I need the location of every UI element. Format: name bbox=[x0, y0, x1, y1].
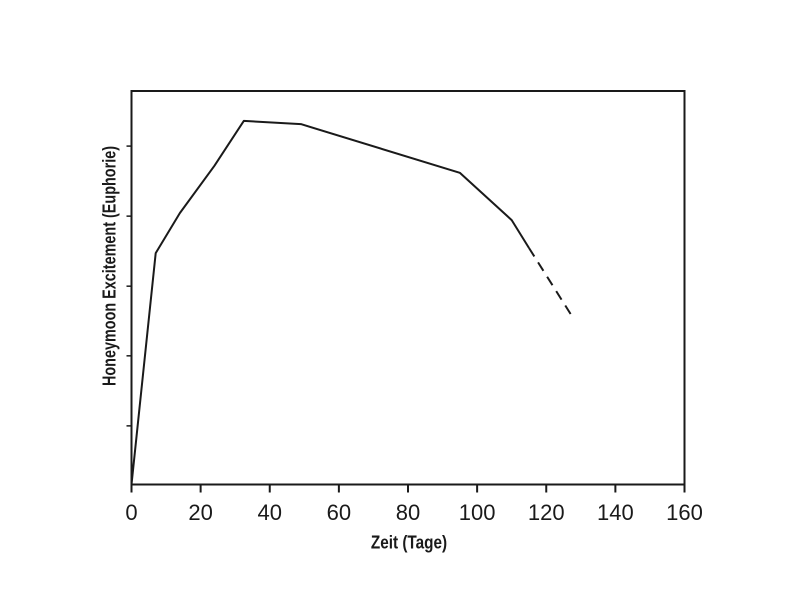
x-tick-label: 0 bbox=[125, 500, 137, 525]
plot-border bbox=[130, 90, 686, 486]
x-tick-label: 160 bbox=[666, 500, 703, 525]
x-tick-label: 140 bbox=[597, 500, 634, 525]
x-tick-label: 60 bbox=[327, 500, 351, 525]
x-tick-label: 20 bbox=[188, 500, 212, 525]
x-tick-label: 120 bbox=[528, 500, 565, 525]
curve-honeymoon-excitement bbox=[130, 119, 530, 485]
curve-honeymoon-excitement-projected bbox=[528, 247, 575, 320]
x-tick-label: 80 bbox=[396, 500, 420, 525]
x-tick-label: 40 bbox=[258, 500, 282, 525]
x-tick-label: 100 bbox=[459, 500, 496, 525]
x-axis-label: Zeit (Tage) bbox=[370, 532, 448, 553]
y-axis-label: Honeymoon Excitement (Euphorie) bbox=[99, 145, 120, 387]
